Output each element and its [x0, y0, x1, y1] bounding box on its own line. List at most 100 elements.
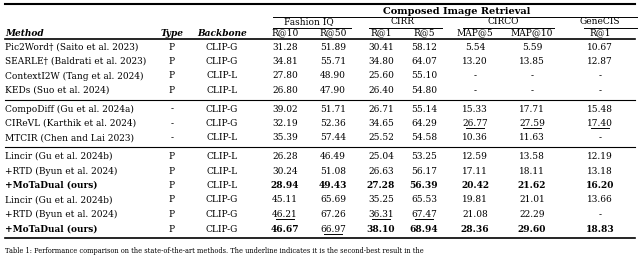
Text: 46.49: 46.49 [320, 152, 346, 161]
Text: CIReVL (Karthik et al. 2024): CIReVL (Karthik et al. 2024) [5, 119, 136, 128]
Text: 13.18: 13.18 [587, 166, 613, 176]
Text: 36.31: 36.31 [368, 210, 394, 219]
Text: 56.39: 56.39 [410, 181, 438, 190]
Text: CLIP-L: CLIP-L [207, 133, 237, 142]
Text: KEDs (Suo et al. 2024): KEDs (Suo et al. 2024) [5, 86, 109, 95]
Text: R@50: R@50 [319, 29, 347, 37]
Text: P: P [169, 57, 175, 66]
Text: P: P [169, 181, 175, 190]
Text: Composed Image Retrieval: Composed Image Retrieval [383, 6, 530, 16]
Text: 12.87: 12.87 [587, 57, 613, 66]
Text: CIRCO: CIRCO [488, 17, 519, 27]
Text: 39.02: 39.02 [272, 105, 298, 114]
Text: 27.59: 27.59 [519, 119, 545, 128]
Text: MAP@5: MAP@5 [456, 29, 493, 37]
Text: R@10: R@10 [271, 29, 299, 37]
Text: 55.10: 55.10 [411, 72, 437, 81]
Text: 27.80: 27.80 [272, 72, 298, 81]
Text: 29.60: 29.60 [518, 224, 546, 233]
Text: CLIP-L: CLIP-L [207, 86, 237, 95]
Text: CompoDiff (Gu et al. 2024a): CompoDiff (Gu et al. 2024a) [5, 105, 134, 114]
Text: 21.08: 21.08 [462, 210, 488, 219]
Text: +RTD (Byun et al. 2024): +RTD (Byun et al. 2024) [5, 166, 117, 176]
Text: 15.48: 15.48 [587, 105, 613, 114]
Text: 53.25: 53.25 [411, 152, 437, 161]
Text: P: P [169, 42, 175, 51]
Text: 34.81: 34.81 [272, 57, 298, 66]
Text: 67.47: 67.47 [411, 210, 437, 219]
Text: 18.83: 18.83 [586, 224, 614, 233]
Text: -: - [531, 86, 534, 95]
Text: 13.58: 13.58 [519, 152, 545, 161]
Text: 45.11: 45.11 [272, 196, 298, 205]
Text: CLIP-G: CLIP-G [206, 224, 238, 233]
Text: 49.43: 49.43 [319, 181, 348, 190]
Text: 56.17: 56.17 [411, 166, 437, 176]
Text: 21.01: 21.01 [519, 196, 545, 205]
Text: 26.71: 26.71 [368, 105, 394, 114]
Text: 15.33: 15.33 [462, 105, 488, 114]
Text: 19.81: 19.81 [462, 196, 488, 205]
Text: 35.25: 35.25 [368, 196, 394, 205]
Text: -: - [598, 86, 602, 95]
Text: 10.67: 10.67 [587, 42, 613, 51]
Text: CLIP-L: CLIP-L [207, 152, 237, 161]
Text: Fashion IQ: Fashion IQ [284, 17, 334, 27]
Text: P: P [169, 224, 175, 233]
Text: 26.40: 26.40 [368, 86, 394, 95]
Text: 55.71: 55.71 [320, 57, 346, 66]
Text: CLIP-G: CLIP-G [206, 57, 238, 66]
Text: 46.67: 46.67 [271, 224, 300, 233]
Text: -: - [170, 119, 173, 128]
Text: R@1: R@1 [589, 29, 611, 37]
Text: 46.21: 46.21 [272, 210, 298, 219]
Text: CLIP-L: CLIP-L [207, 72, 237, 81]
Text: -: - [598, 210, 602, 219]
Text: CLIP-L: CLIP-L [207, 181, 237, 190]
Text: P: P [169, 166, 175, 176]
Text: 47.90: 47.90 [320, 86, 346, 95]
Text: 27.28: 27.28 [367, 181, 395, 190]
Text: 31.28: 31.28 [272, 42, 298, 51]
Text: 26.28: 26.28 [272, 152, 298, 161]
Text: 25.04: 25.04 [368, 152, 394, 161]
Text: R@5: R@5 [413, 29, 435, 37]
Text: CLIP-G: CLIP-G [206, 105, 238, 114]
Text: 18.11: 18.11 [519, 166, 545, 176]
Text: 5.54: 5.54 [465, 42, 485, 51]
Text: 34.65: 34.65 [368, 119, 394, 128]
Text: 54.58: 54.58 [411, 133, 437, 142]
Text: P: P [169, 72, 175, 81]
Text: -: - [598, 72, 602, 81]
Text: 17.71: 17.71 [519, 105, 545, 114]
Text: CLIP-G: CLIP-G [206, 42, 238, 51]
Text: Method: Method [5, 29, 44, 37]
Text: GeneCIS: GeneCIS [580, 17, 620, 27]
Text: 65.53: 65.53 [411, 196, 437, 205]
Text: 57.44: 57.44 [320, 133, 346, 142]
Text: +MoTaDual (ours): +MoTaDual (ours) [5, 224, 97, 233]
Text: 30.41: 30.41 [368, 42, 394, 51]
Text: 54.80: 54.80 [411, 86, 437, 95]
Text: -: - [598, 133, 602, 142]
Text: -: - [474, 86, 477, 95]
Text: 12.59: 12.59 [462, 152, 488, 161]
Text: -: - [474, 72, 477, 81]
Text: 11.63: 11.63 [519, 133, 545, 142]
Text: 30.24: 30.24 [272, 166, 298, 176]
Text: 25.52: 25.52 [368, 133, 394, 142]
Text: 28.36: 28.36 [461, 224, 490, 233]
Text: 21.62: 21.62 [518, 181, 547, 190]
Text: 13.85: 13.85 [519, 57, 545, 66]
Text: CLIP-L: CLIP-L [207, 166, 237, 176]
Text: 16.20: 16.20 [586, 181, 614, 190]
Text: P: P [169, 196, 175, 205]
Text: ContextI2W (Tang et al. 2024): ContextI2W (Tang et al. 2024) [5, 72, 143, 81]
Text: CLIP-G: CLIP-G [206, 119, 238, 128]
Text: P: P [169, 152, 175, 161]
Text: 68.94: 68.94 [410, 224, 438, 233]
Text: 38.10: 38.10 [367, 224, 396, 233]
Text: 13.66: 13.66 [587, 196, 613, 205]
Text: P: P [169, 86, 175, 95]
Text: -: - [531, 72, 534, 81]
